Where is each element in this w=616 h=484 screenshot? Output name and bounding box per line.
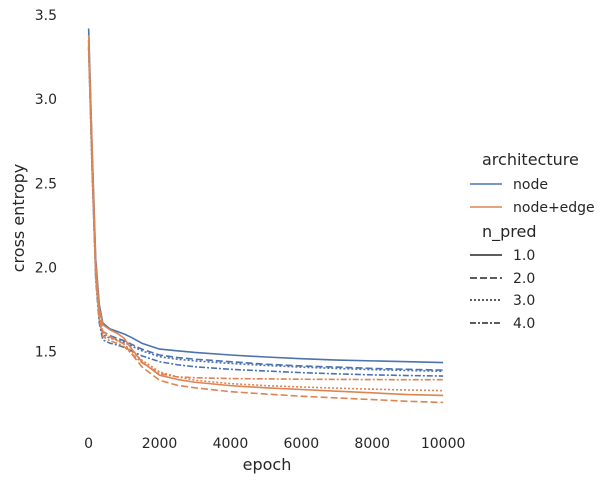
legend-label: 3.0 [513, 293, 535, 309]
legend-label: node+edge [513, 200, 595, 216]
series-line-node-3-0 [87, 48, 444, 373]
y-tick-label: 2.5 [35, 176, 57, 192]
y-tick-label: 3.5 [35, 8, 57, 24]
series-line-node-1-0 [87, 28, 444, 364]
legend-title-n-pred: n_pred [482, 222, 537, 242]
plot-area [87, 28, 444, 404]
series-line-node-edge-3-0 [87, 48, 444, 392]
x-axis-ticks: 0 2000 4000 6000 8000 10000 [84, 436, 465, 452]
series-line-node-edge-4-0 [87, 46, 444, 381]
legend-label: 4.0 [513, 316, 535, 332]
y-tick-label: 2.0 [35, 260, 57, 276]
x-axis-label: epoch [243, 455, 292, 474]
legend-label: 2.0 [513, 271, 535, 287]
legend-label: 1.0 [513, 248, 535, 264]
legend-label: node [513, 177, 548, 193]
x-tick-label: 10000 [421, 436, 466, 452]
x-tick-label: 4000 [213, 436, 249, 452]
y-axis-ticks: 1.5 2.0 2.5 3.0 3.5 [35, 8, 57, 361]
y-axis-label: cross entropy [9, 164, 28, 272]
series-line-node-2-0 [87, 40, 444, 371]
x-tick-label: 6000 [284, 436, 320, 452]
y-tick-label: 3.0 [35, 92, 57, 108]
series-line-node-edge-2-0 [87, 40, 444, 404]
y-tick-label: 1.5 [35, 345, 57, 361]
series-line-node-4-0 [87, 45, 444, 377]
x-tick-label: 2000 [142, 436, 178, 452]
legend: architecture n_pred node node+edge 1.0 2.0 3… [470, 150, 595, 332]
series-line-node-edge-1-0 [87, 35, 444, 397]
x-tick-label: 8000 [354, 436, 390, 452]
x-tick-label: 0 [84, 436, 93, 452]
legend-title-architecture: architecture [482, 150, 579, 169]
